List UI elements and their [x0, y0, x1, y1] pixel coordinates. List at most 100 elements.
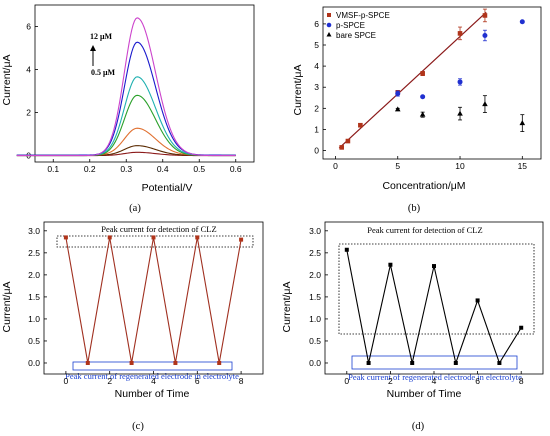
panel-a-y-tick-label: 4	[26, 65, 31, 75]
legend-label-pspce: p-SPCE	[336, 21, 365, 30]
regen-label: Peak current of regenerated electrode in…	[348, 372, 522, 382]
panel-a-x-tick-label: 0.3	[120, 164, 132, 174]
panel-c-data-point	[63, 235, 68, 240]
panel-d-y-tick-label: 3.0	[309, 226, 321, 236]
panel-d-data-point	[388, 262, 393, 267]
peak-label: Peak current for detection of CLZ	[101, 224, 216, 234]
panel-c-data-point	[129, 360, 134, 365]
panel-a-y-tick-label: 6	[26, 22, 31, 32]
panel-c-data-point	[195, 235, 200, 240]
panel-d-chart: Peak current for detection of CLZ Peak c…	[281, 221, 544, 432]
panel-c-data-point	[107, 235, 112, 240]
panel-b-xlabel: Concentration/μM	[382, 180, 465, 192]
legend-marker-bare	[326, 32, 332, 37]
data-point-bare	[482, 101, 488, 107]
legend-marker-pspce	[326, 22, 332, 28]
peak-label: Peak current for detection of CLZ	[367, 225, 482, 235]
panel-a-x-tick-label: 0.1	[47, 164, 59, 174]
panel-c-y-tick-label: 1.5	[28, 292, 40, 302]
panel-d-x-tick-label: 4	[432, 376, 437, 386]
panel-a-x-tick-label: 0.6	[230, 164, 242, 174]
legend-label-bare: bare SPCE	[336, 31, 376, 40]
data-point-vmsf	[339, 145, 344, 150]
panel-c-y-tick-label: 2.5	[28, 248, 40, 258]
panel-d-y-tick-label: 2.0	[309, 270, 321, 280]
data-point-bare	[519, 120, 526, 126]
legend: VMSF-p-SPCE p-SPCE bare SPCE	[326, 11, 390, 40]
dpv-curve	[16, 94, 236, 157]
panel-a-chart: 12 μM 0.5 μM Potential/V Current/μA (a) …	[1, 4, 255, 214]
panel-c-ylabel: Current/μA	[1, 282, 13, 333]
legend-item-bare: bare SPCE	[326, 31, 376, 40]
data-point-pspce	[420, 94, 426, 100]
panel-d-x-tick-label: 6	[475, 376, 480, 386]
dpv-curve	[16, 17, 236, 157]
panel-a-ylabel: Current/μA	[1, 55, 13, 106]
panel-d-data-point	[366, 360, 371, 365]
panel-d-y-tick-label: 0.0	[309, 358, 321, 368]
panel-c-x-tick-label: 0	[64, 376, 69, 386]
panel-c-y-tick-label: 0.5	[28, 336, 40, 346]
panel-d-data-point	[497, 360, 502, 365]
panel-d-data-point	[432, 264, 436, 269]
panel-d-plot-frame	[324, 221, 544, 375]
panel-c-x-tick-label: 2	[107, 376, 112, 386]
panel-d-data-point	[344, 247, 349, 252]
arrow-head-icon	[90, 45, 96, 51]
panel-d-caption: (d)	[412, 421, 425, 432]
panel-b-y-tick-label: 5	[314, 40, 319, 50]
peak-box	[338, 243, 535, 335]
panel-c-chart: Peak current for detection of CLZ Peak c…	[1, 221, 264, 432]
data-point-vmsf	[420, 71, 425, 76]
panel-a-plot-frame	[34, 4, 255, 163]
data-point-bare	[457, 110, 463, 116]
panel-a-x-tick-label: 0.5	[193, 164, 205, 174]
panel-b-x-tick-label: 0	[333, 161, 338, 171]
panel-c-data-point	[217, 360, 222, 365]
panel-d-x-tick-label: 0	[344, 376, 349, 386]
peak-box	[56, 235, 254, 248]
panel-d-x-tick-label: 2	[388, 376, 393, 386]
data-point-vmsf	[457, 31, 463, 36]
panel-b-x-tick-label: 5	[395, 161, 400, 171]
data-point-vmsf	[345, 138, 351, 144]
panel-b-chart: VMSF-p-SPCE p-SPCE bare SPCE Concentrati…	[292, 6, 542, 214]
panel-d-ylabel: Current/μA	[281, 282, 293, 333]
data-point-pspce	[395, 91, 401, 97]
legend-item-pspce: p-SPCE	[326, 21, 365, 30]
panel-c-y-tick-label: 2.0	[28, 270, 40, 280]
panel-b-x-tick-label: 10	[455, 161, 465, 171]
dpv-curve	[16, 145, 236, 156]
data-point-vmsf	[482, 13, 488, 18]
legend-marker-vmsf	[327, 13, 331, 17]
panel-d-data-point	[519, 325, 524, 330]
data-point-pspce	[482, 33, 488, 38]
panel-c-data-point	[173, 360, 178, 365]
regen-box	[351, 355, 518, 370]
panel-b-y-tick-label: 3	[314, 82, 319, 92]
panel-d-data-point	[475, 298, 480, 303]
panel-c-y-tick-label: 1.0	[28, 314, 40, 324]
panel-b-y-tick-label: 6	[314, 19, 319, 29]
panel-a-x-tick-label: 0.2	[84, 164, 96, 174]
panel-d-data-point	[410, 360, 415, 365]
panel-c-x-tick-label: 6	[195, 376, 200, 386]
panel-d-xlabel: Number of Time	[387, 388, 462, 400]
panel-b-y-tick-label: 4	[314, 61, 319, 71]
data-point-bare	[394, 106, 401, 112]
panel-c-xlabel: Number of Time	[115, 388, 190, 400]
annotation-12um: 12 μM	[90, 32, 113, 41]
annotation-05um: 0.5 μM	[91, 68, 116, 77]
panel-c-caption: (c)	[132, 421, 144, 432]
panel-d-data-point	[453, 360, 458, 365]
panel-a-xlabel: Potential/V	[142, 182, 193, 194]
panel-a-x-tick-label: 0.4	[157, 164, 169, 174]
legend-label-vmsf: VMSF-p-SPCE	[336, 11, 390, 20]
data-point-pspce	[519, 19, 525, 25]
panel-c-data-point	[239, 237, 244, 242]
dpv-curve	[16, 127, 236, 156]
panel-b-plot-frame	[322, 6, 542, 160]
panel-c-x-tick-label: 4	[151, 376, 156, 386]
panel-d-x-tick-label: 8	[519, 376, 524, 386]
panel-d-y-tick-label: 1.5	[309, 292, 321, 302]
